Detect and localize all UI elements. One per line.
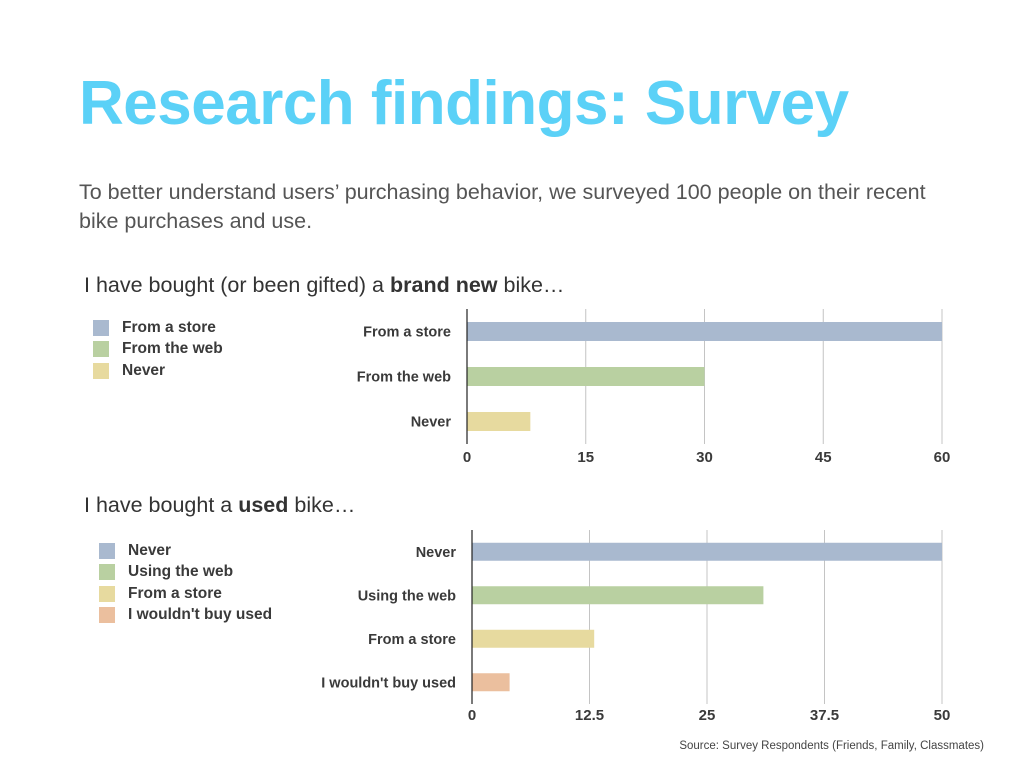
legend-label: Never [122,361,166,379]
legend-item: Never [99,540,272,562]
page-title: Research findings: Survey [79,69,849,138]
legend-label: I wouldn't buy used [128,606,273,624]
legend-item: From the web [93,339,223,361]
bar-using-the-web [472,586,764,605]
chart-2-heading-post: bike… [288,493,356,517]
category-label: I wouldn't buy used [321,675,456,691]
x-tick-label: 30 [696,449,713,466]
category-label: From a store [368,632,456,648]
legend-label: From the web [122,340,223,358]
chart-2-heading: I have bought a used bike… [84,493,355,518]
legend-label: Using the web [128,563,234,581]
legend-item: I wouldn't buy used [99,605,272,627]
legend-label: From a store [128,584,222,602]
chart-2-legend: Never Using the web From a store I wouldn't… [99,540,272,626]
legend-item: Never [93,360,223,382]
legend-item: Using the web [99,562,272,584]
category-label: Never [416,545,457,561]
x-tick-label: 25 [699,707,716,724]
category-label: Never [411,415,452,431]
legend-swatch [99,542,115,559]
bar-never [472,542,942,561]
legend-swatch [93,319,109,336]
bar-i-wouldn-t-buy-used [472,673,510,692]
x-tick-label: 15 [577,449,594,466]
x-tick-label: 12.5 [575,707,604,724]
x-tick-label: 50 [934,707,951,724]
x-tick-label: 0 [468,707,476,724]
chart-2-heading-bold: used [238,493,289,517]
x-tick-label: 45 [815,449,832,466]
legend-label: Never [128,541,172,559]
x-tick-label: 60 [934,449,951,466]
legend-swatch [93,341,109,358]
legend-swatch [99,564,115,581]
category-label: From the web [357,370,451,386]
legend-swatch [99,607,115,624]
source-note: Source: Survey Respondents (Friends, Fam… [679,740,984,752]
legend-item: From a store [99,583,272,605]
legend-swatch [99,585,115,602]
page-subtitle: To better understand users’ purchasing b… [79,180,926,233]
legend-item: From a store [93,317,223,339]
x-tick-label: 37.5 [810,707,839,724]
bar-from-a-store [472,629,595,648]
category-label: From a store [363,325,451,341]
chart-2-heading-pre: I have bought a [84,493,239,517]
legend-swatch [93,362,109,379]
chart-1-heading: I have bought (or been gifted) a brand n… [84,273,564,298]
x-tick-label: 0 [463,449,471,466]
bar-from-the-web [467,367,705,386]
chart-1-heading-pre: I have bought (or been gifted) a [84,273,390,297]
chart-1-legend: From a store From the web Never [93,317,223,382]
chart-1-heading-bold: brand new [390,273,498,297]
bar-from-a-store [467,322,942,341]
chart-1-heading-post: bike… [497,273,565,297]
category-label: Using the web [358,588,456,604]
bar-never [467,412,531,431]
legend-label: From a store [122,318,216,336]
